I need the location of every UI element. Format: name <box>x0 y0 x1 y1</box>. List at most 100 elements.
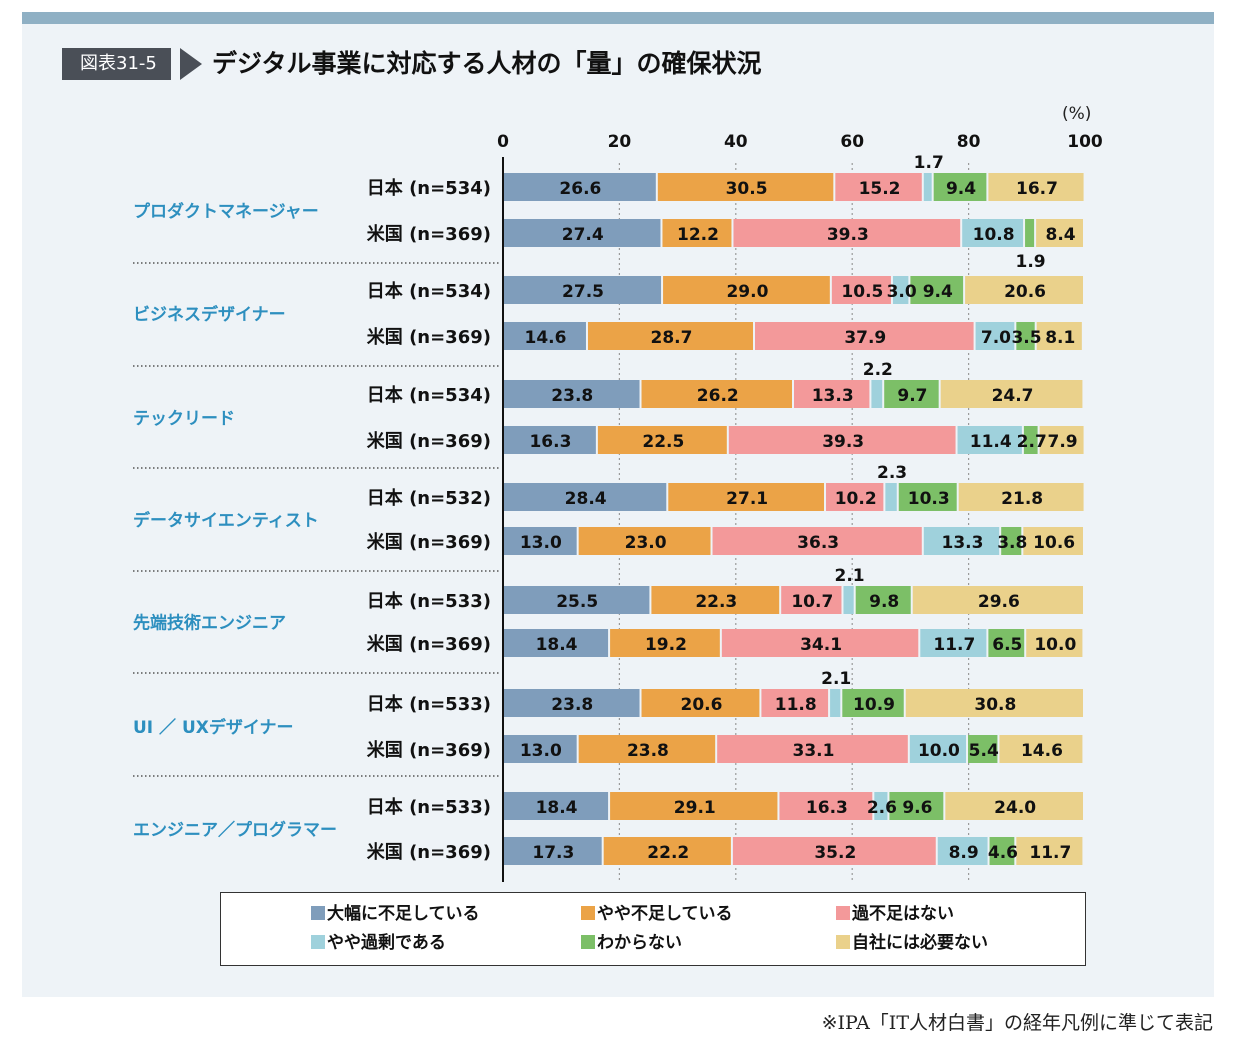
country-label: 米国 (n=369) <box>367 223 491 245</box>
value-label: 15.2 <box>859 179 901 199</box>
value-label: 1.7 <box>914 153 944 173</box>
bar-segment <box>1036 219 1083 247</box>
bar-segment <box>610 792 778 820</box>
value-label: 36.3 <box>797 533 839 553</box>
value-label: 12.2 <box>677 225 719 245</box>
bar-segment <box>663 276 830 304</box>
country-label: 日本 (n=534) <box>367 177 491 199</box>
legend-label: 大幅に不足している <box>327 904 480 924</box>
bar-segment <box>1025 219 1035 247</box>
bar-segment <box>892 276 909 304</box>
value-label: 20.6 <box>1004 282 1046 302</box>
value-label: 29.1 <box>674 798 716 818</box>
bar-segment <box>874 792 888 820</box>
value-label: 10.2 <box>835 489 877 509</box>
value-label: 28.7 <box>651 328 693 348</box>
bar-segment <box>668 483 825 511</box>
bar-segment <box>830 689 841 717</box>
value-label: 39.3 <box>822 432 864 452</box>
source-note: ※IPA「IT人材白書」の経年凡例に準じて表記 <box>821 1012 1213 1034</box>
bar-segment <box>503 629 609 657</box>
bar-segment <box>761 689 829 717</box>
legend-label: 自社には必要ない <box>852 933 988 953</box>
bar-segment <box>732 837 936 865</box>
bar-segment <box>920 629 987 657</box>
value-label: 22.5 <box>642 432 684 452</box>
value-label: 10.6 <box>1033 533 1075 553</box>
legend-label: やや不足している <box>597 904 733 924</box>
value-label: 23.8 <box>627 741 669 761</box>
bar-segment <box>842 689 904 717</box>
value-label: 18.4 <box>536 635 578 655</box>
bar-segment <box>831 276 891 304</box>
country-label: 米国 (n=369) <box>367 326 491 348</box>
value-label: 8.1 <box>1045 328 1075 348</box>
bar-segment <box>975 322 1015 350</box>
legend-swatch <box>581 935 595 949</box>
bar-segment <box>1023 527 1083 555</box>
value-label: 17.3 <box>532 843 574 863</box>
legend-item: わからない <box>581 933 682 953</box>
chart-title: デジタル事業に対応する人材の「量」の確保状況 <box>212 49 762 78</box>
bar-segment <box>945 792 1083 820</box>
bar-segment <box>503 173 656 201</box>
country-label: 日本 (n=533) <box>367 693 491 715</box>
bar-segment <box>712 527 922 555</box>
bar-segment <box>503 483 667 511</box>
country-label: 米国 (n=369) <box>367 633 491 655</box>
bar-segment <box>905 689 1083 717</box>
value-label: 10.9 <box>853 695 895 715</box>
value-label: 2.2 <box>863 360 893 380</box>
value-label: 13.3 <box>812 386 854 406</box>
bar-segment <box>912 586 1083 614</box>
bar-segment <box>871 380 883 408</box>
bar-segment <box>940 380 1083 408</box>
value-label: 9.4 <box>946 179 976 199</box>
bar-segment <box>597 426 727 454</box>
bar-segment <box>578 527 711 555</box>
country-label: 日本 (n=533) <box>367 590 491 612</box>
bar-segment <box>1036 322 1082 350</box>
value-label: 35.2 <box>814 843 856 863</box>
value-label: 7.0 <box>981 328 1011 348</box>
bar-segment <box>641 380 792 408</box>
bar-segment <box>587 322 754 350</box>
value-label: 24.0 <box>994 798 1036 818</box>
unit-label: (%) <box>1062 104 1092 124</box>
bar-segment <box>503 792 609 820</box>
value-label: 8.4 <box>1045 225 1075 245</box>
legend: 大幅に不足している やや不足している 過不足はない やや過剰である わからない 自社には必… <box>220 892 1086 966</box>
legend-swatch <box>311 935 325 949</box>
bar-segment <box>884 380 939 408</box>
x-tick-label: 0 <box>497 132 509 152</box>
legend-swatch <box>581 906 595 920</box>
value-label: 27.1 <box>726 489 768 509</box>
legend-swatch <box>311 906 325 920</box>
country-label: 日本 (n=534) <box>367 280 491 302</box>
value-label: 27.4 <box>562 225 604 245</box>
value-label: 14.6 <box>525 328 567 348</box>
bar-segment <box>933 173 987 201</box>
bar-segment <box>603 837 731 865</box>
legend-label: やや過剰である <box>327 933 446 953</box>
value-label: 10.7 <box>791 592 833 612</box>
value-label: 22.2 <box>647 843 689 863</box>
bar-segment <box>503 527 577 555</box>
value-label: 37.9 <box>844 328 886 348</box>
country-label: 米国 (n=369) <box>367 739 491 761</box>
country-label: 日本 (n=534) <box>367 384 491 406</box>
x-tick-label: 80 <box>957 132 981 152</box>
bar-segment <box>503 426 596 454</box>
bar-segment <box>503 380 640 408</box>
bar-segment <box>957 426 1022 454</box>
value-label: 16.3 <box>806 798 848 818</box>
value-label: 23.8 <box>551 695 593 715</box>
role-label: UI ／ UXデザイナー <box>133 717 294 738</box>
bar-segment <box>958 483 1084 511</box>
bar-segment <box>503 219 661 247</box>
bar-segment <box>503 276 662 304</box>
bar-segment <box>503 837 602 865</box>
value-label: 3.8 <box>997 533 1027 553</box>
value-label: 19.2 <box>645 635 687 655</box>
value-label: 11.7 <box>933 635 975 655</box>
